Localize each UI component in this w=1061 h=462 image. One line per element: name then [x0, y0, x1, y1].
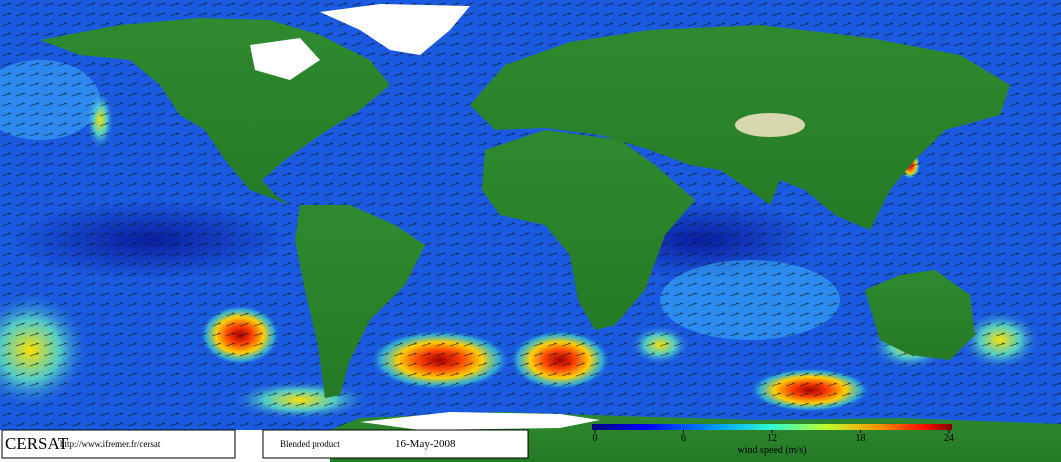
footer: CERSAT http://www.ifremer.fr/cersat Blen… [1, 424, 952, 459]
ice [250, 4, 805, 430]
colorbar-tick-label: 0 [593, 433, 598, 444]
logo-box [1, 429, 236, 459]
product: Blended product [280, 439, 340, 449]
colorbar-tick-label: 6 [681, 433, 686, 444]
colorbar [592, 424, 952, 430]
colorbar-tick-label: 12 [767, 433, 777, 444]
colorbar-tick-label: 18 [856, 433, 866, 444]
url: http://www.ifremer.fr/cersat [60, 439, 161, 449]
product-box [262, 429, 529, 459]
colorbar-label: wind speed (m/s) [738, 445, 807, 456]
colorbar-tick-label: 24 [944, 433, 954, 444]
date: 16-May-2008 [395, 438, 456, 450]
logo: CERSAT [5, 434, 69, 453]
